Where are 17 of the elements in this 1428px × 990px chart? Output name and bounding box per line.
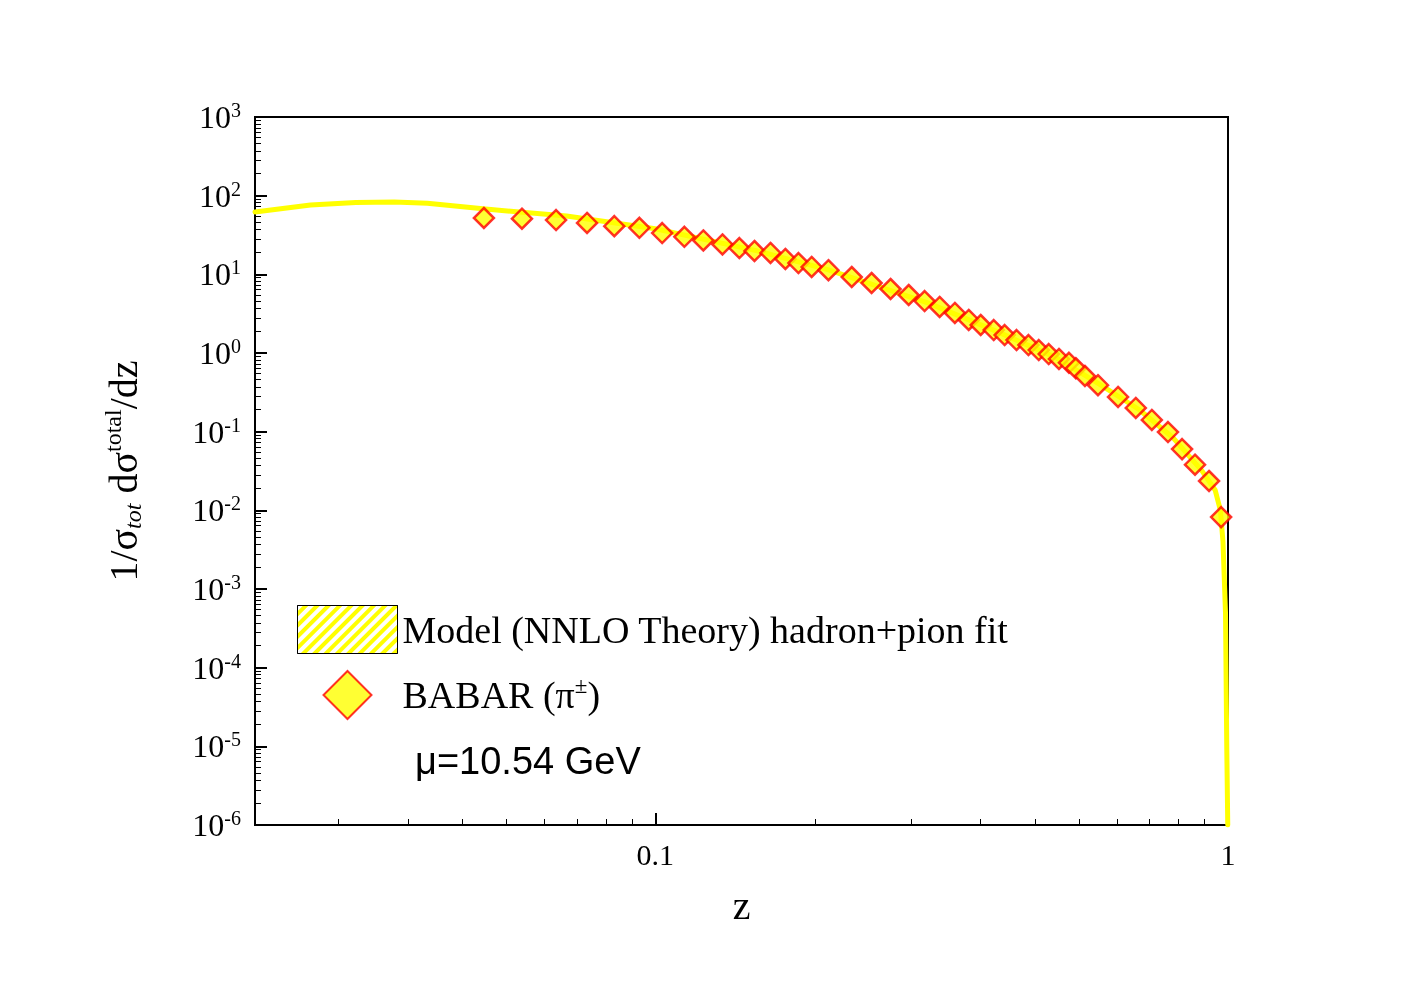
y-tick-label: 10$^{-4}$ bbox=[192, 649, 241, 686]
y-tick-label: 10$^{1}$ bbox=[199, 256, 241, 293]
x-tick-label: 1 bbox=[1220, 837, 1236, 871]
y-tick-label: 10$^{-3}$ bbox=[192, 571, 241, 607]
y-tick-label: 10$^{-5}$ bbox=[192, 728, 241, 765]
x-axis-title: z bbox=[732, 882, 751, 928]
y-axis-title: 1/σtot dσtotal/dz bbox=[100, 360, 146, 582]
legend-label: BABAR (π±) bbox=[402, 673, 601, 717]
x-tick-label: 0.1 bbox=[636, 837, 675, 871]
y-tick-label: 10$^{2}$ bbox=[199, 177, 241, 214]
y-tick-label: 10$^{-1}$ bbox=[192, 413, 241, 450]
legend-label: Model (NNLO Theory) hadron+pion fit bbox=[402, 608, 1009, 652]
annotation: μ=10.54 GeV bbox=[415, 740, 642, 782]
y-tick-label: 10$^{3}$ bbox=[199, 99, 241, 135]
y-tick-label: 10$^{-2}$ bbox=[192, 492, 241, 529]
y-tick-label: 10$^{-6}$ bbox=[192, 807, 241, 843]
y-tick-label: 10$^{0}$ bbox=[199, 335, 241, 371]
